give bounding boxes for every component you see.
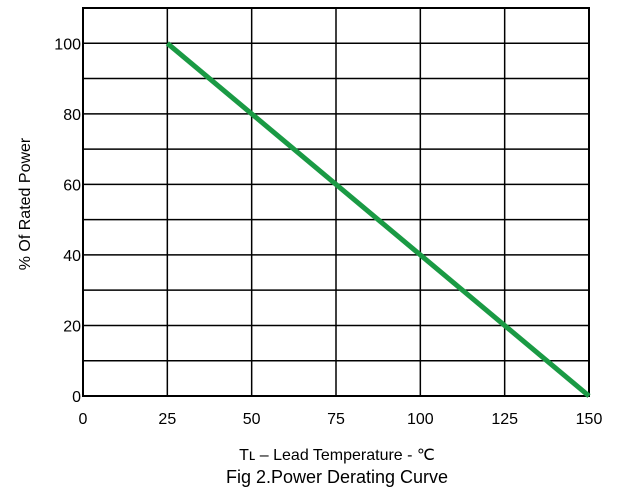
x-tick-label: 25 xyxy=(158,411,176,428)
x-tick-label: 150 xyxy=(576,411,603,428)
y-axis-label: % Of Rated Power xyxy=(17,137,34,270)
y-tick-label: 100 xyxy=(54,36,81,53)
y-tick-label: 0 xyxy=(72,389,81,406)
y-tick-labels: 0 20 40 60 80 100 xyxy=(54,36,81,406)
x-tick-label: 50 xyxy=(243,411,261,428)
y-tick-label: 60 xyxy=(63,177,81,194)
series-group xyxy=(165,41,591,398)
x-tick-label: 0 xyxy=(79,411,88,428)
x-axis-label: Tʟ – Lead Temperature - ℃ xyxy=(239,447,435,464)
chart-title: Fig 2.Power Derating Curve xyxy=(226,467,448,487)
plot-frame xyxy=(82,7,590,397)
x-tick-label: 75 xyxy=(327,411,345,428)
y-tick-label: 40 xyxy=(63,248,81,265)
grid xyxy=(82,7,590,397)
y-tick-label: 80 xyxy=(63,107,81,124)
x-tick-labels: 0 25 50 75 100 125 150 xyxy=(79,411,603,428)
derating-line xyxy=(165,41,591,398)
x-tick-label: 125 xyxy=(491,411,518,428)
y-tick-label: 20 xyxy=(63,318,81,335)
x-tick-label: 100 xyxy=(407,411,434,428)
